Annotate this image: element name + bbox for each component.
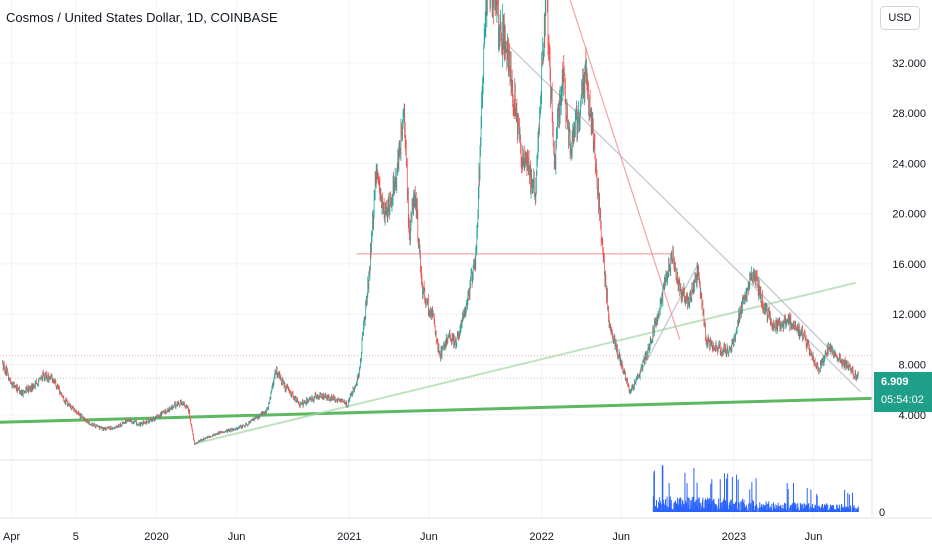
volume-zero-label: 0 [879,507,885,519]
time-tick-label: Apr [3,531,20,543]
price-tick-label: 20.000 [892,209,926,221]
last-price-tag: 6.909 05:54:02 [874,372,932,412]
drawings [0,0,873,445]
price-tick-label: 16.000 [892,259,926,271]
time-tick-label: 2023 [722,531,746,543]
time-tick-label: 2020 [144,531,168,543]
time-tick-label: Jun [420,531,438,543]
price-tick-label: 32.000 [892,58,926,70]
time-tick-label: 5 [73,531,79,543]
price-tick-label: 4.000 [898,410,926,422]
price-tick-label: 24.000 [892,158,926,170]
time-tick-label: 2022 [529,531,553,543]
time-tick-label: Jun [805,531,823,543]
currency-button[interactable]: USD [880,6,920,30]
bar-countdown-label: 05:54:02 [881,394,924,406]
time-tick-label: Jun [612,531,630,543]
drawing-channel [500,37,862,393]
time-tick-label: Jun [228,531,246,543]
drawing-resistance [569,0,681,340]
price-tick-label: 12.000 [892,309,926,321]
price-tick-label: 28.000 [892,108,926,120]
volume-bars [652,465,859,512]
grid [0,0,872,518]
candles [2,0,859,445]
chart-title: Cosmos / United States Dollar, 1D, COINB… [6,10,278,25]
drawing-trend-light [194,281,856,445]
time-tick-label: 2021 [337,531,361,543]
drawing-support [0,396,873,424]
price-tick-label: 8.000 [898,359,926,371]
last-price-label: 6.909 [881,376,909,388]
